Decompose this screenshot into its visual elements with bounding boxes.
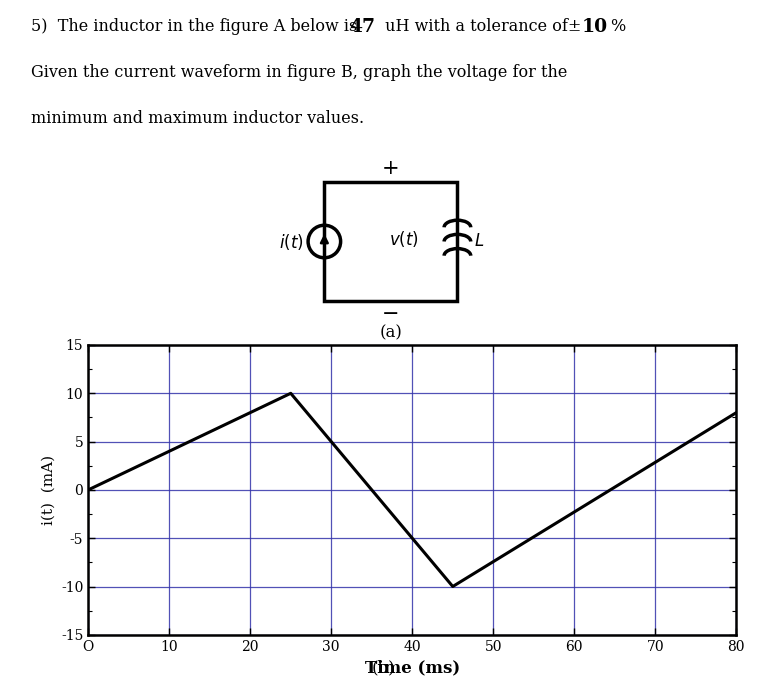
Text: %: %	[611, 18, 626, 35]
Bar	[324, 182, 457, 301]
Text: +: +	[382, 159, 400, 178]
Y-axis label: i(t)  (mA): i(t) (mA)	[41, 455, 55, 525]
Text: Given the current waveform in figure B, graph the voltage for the: Given the current waveform in figure B, …	[31, 64, 567, 81]
Text: −: −	[382, 305, 400, 324]
Text: minimum and maximum inductor values.: minimum and maximum inductor values.	[31, 110, 364, 127]
Text: 47: 47	[349, 17, 375, 36]
X-axis label: Time (ms): Time (ms)	[364, 659, 460, 676]
Text: $L$: $L$	[474, 233, 484, 250]
Text: 10: 10	[581, 17, 607, 36]
Text: 5)  The inductor in the figure A below is: 5) The inductor in the figure A below is	[31, 18, 367, 35]
Text: uH with a tolerance of±: uH with a tolerance of±	[380, 18, 582, 35]
Text: (b): (b)	[372, 660, 395, 677]
Text: $i(t)$: $i(t)$	[279, 232, 304, 251]
Text: $v(t)$: $v(t)$	[390, 228, 420, 248]
Text: (a): (a)	[380, 325, 403, 342]
